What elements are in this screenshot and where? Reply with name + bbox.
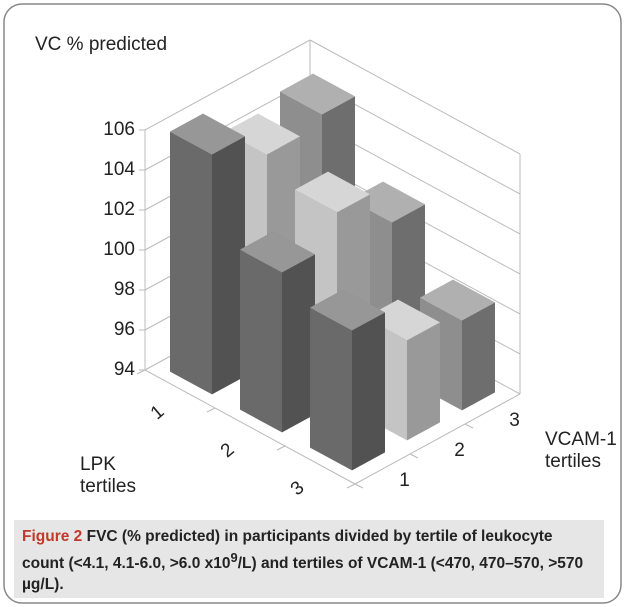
bar-top-shade	[225, 113, 300, 155]
bar-front	[170, 131, 212, 395]
bar-side	[462, 302, 495, 411]
bar-side-shade	[407, 322, 440, 441]
bar-top-shade	[295, 171, 370, 213]
bar-top-shade	[280, 73, 355, 115]
bar-top-shade	[350, 181, 425, 223]
x-axis-label: tertiles	[80, 476, 136, 497]
bar-top-shade	[240, 231, 315, 273]
z-tick-label: 2	[454, 440, 465, 461]
y-tick-label: 96	[114, 319, 135, 340]
z-axis	[354, 393, 521, 485]
bar-top-shade	[365, 299, 440, 341]
caption-text: FVC (% predicted) in participants divide…	[22, 528, 553, 573]
bar-front-shade	[240, 250, 282, 433]
bar-side	[212, 136, 245, 395]
panel-border	[3, 3, 622, 604]
bar-top	[420, 279, 495, 321]
grid-line	[309, 39, 521, 155]
bar-top	[365, 299, 440, 341]
bar-side	[352, 312, 385, 471]
bar-top	[350, 181, 425, 223]
y-tick-label: 94	[114, 359, 136, 380]
bar-top	[240, 231, 315, 273]
z-tick	[409, 453, 419, 459]
bar-side	[407, 322, 440, 441]
y-tick-label: 104	[103, 159, 135, 180]
grid-line	[144, 39, 311, 131]
bar-side-shade	[212, 136, 245, 395]
bar-top	[280, 73, 355, 115]
x-tick	[136, 369, 146, 375]
bar-side-shade	[352, 312, 385, 471]
x-tick	[206, 407, 216, 413]
bar-top	[295, 171, 370, 213]
y-tick-label: 100	[103, 239, 135, 260]
chart-title: VC % predicted	[35, 34, 167, 55]
bar-top	[310, 289, 385, 331]
bar-top	[170, 113, 245, 155]
z-tick-label: 3	[509, 410, 520, 431]
bar-front	[240, 249, 282, 433]
bar	[310, 289, 385, 471]
bar	[170, 113, 245, 395]
bar-front	[310, 307, 352, 471]
bar-top-shade	[420, 279, 495, 321]
caption-text: /L) and tertiles of VCAM-1 (<470, 470–57…	[22, 555, 584, 594]
caption-label: Figure 2	[22, 528, 83, 545]
x-axis-label: LPK	[80, 454, 116, 475]
bar-front-shade	[170, 132, 212, 395]
bar-top-shade	[310, 289, 385, 331]
bar-side-shade	[282, 254, 315, 433]
y-tick-label: 106	[103, 119, 135, 140]
x-tick-label: 2	[217, 439, 239, 462]
bar-side-shade	[462, 302, 495, 411]
z-tick	[464, 423, 474, 429]
z-tick	[354, 483, 364, 489]
z-axis-label: VCAM-1	[545, 429, 617, 450]
caption: Figure 2 FVC (% predicted) in participan…	[14, 520, 604, 598]
x-tick	[346, 483, 356, 489]
x-tick-label: 3	[287, 477, 309, 500]
y-tick-label: 98	[114, 279, 135, 300]
caption-sup: 9	[230, 550, 238, 565]
bar-top-shade	[170, 113, 245, 155]
bar	[420, 279, 495, 411]
bar-front-shade	[310, 308, 352, 471]
bar-top	[225, 113, 300, 155]
x-tick-label: 1	[147, 401, 169, 424]
y-tick-label: 102	[103, 199, 135, 220]
z-tick-label: 1	[399, 470, 410, 491]
z-axis-label: tertiles	[545, 451, 601, 472]
x-tick	[276, 445, 286, 451]
bar-side	[282, 254, 315, 433]
x-axis	[144, 369, 356, 485]
bar	[240, 231, 315, 433]
